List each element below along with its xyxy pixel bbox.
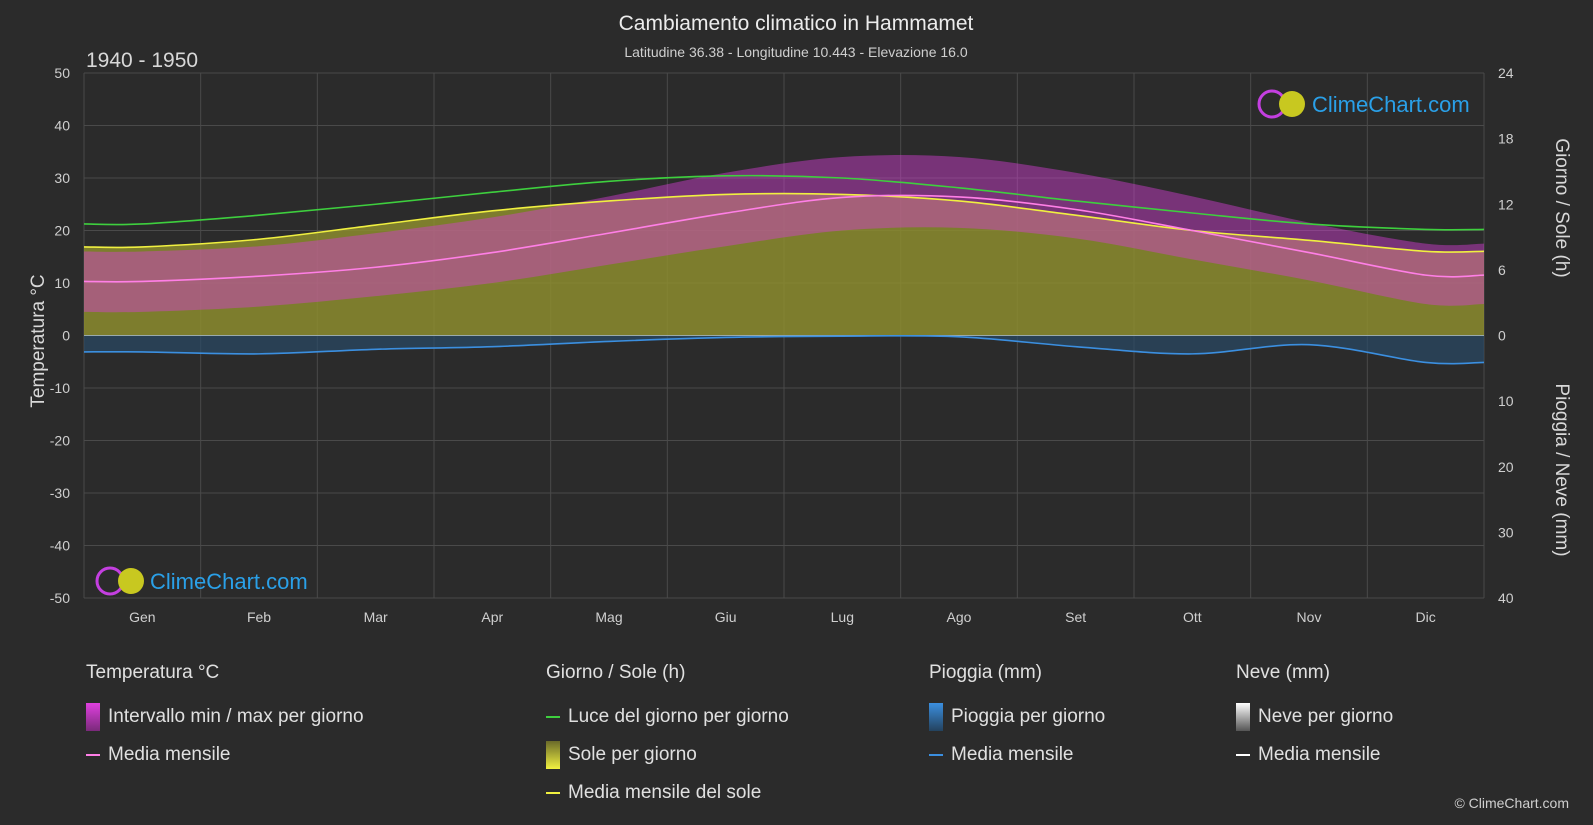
- legend-label: Luce del giorno per giorno: [568, 706, 789, 727]
- month-tick-label: Lug: [831, 609, 854, 625]
- left-axis: 50 40 30 20 10 0 -10 -20 -30 -40 -50: [50, 65, 70, 606]
- left-tick-label: 20: [54, 223, 70, 239]
- right-axis: 24 18 12 6 0 10 20 30 40: [1498, 65, 1514, 606]
- left-tick-label: -30: [50, 485, 70, 501]
- rain-area-path: [84, 335, 1484, 364]
- left-tick-label: 30: [54, 170, 70, 186]
- brand-text-bottom: ClimeChart.com: [150, 569, 308, 594]
- left-tick-label: -20: [50, 433, 70, 449]
- legend-label: Neve per giorno: [1258, 706, 1394, 727]
- logo-sun-icon: [118, 568, 144, 594]
- temp-mean-swatch: [86, 754, 100, 756]
- month-tick-label: Giu: [715, 609, 737, 625]
- legend-item-sunshine: Sole per giorno: [546, 736, 789, 774]
- month-tick-label: Mag: [595, 609, 622, 625]
- legend-title: Neve (mm): [1236, 662, 1330, 683]
- daylight-line: [83, 174, 1485, 231]
- left-tick-label: 40: [54, 118, 70, 134]
- right-tick-label-rain: 30: [1498, 524, 1514, 540]
- legend-item-daylight: Luce del giorno per giorno: [546, 698, 789, 736]
- right-tick-label-hours: 12: [1498, 196, 1514, 212]
- sunshine-area-path: [84, 193, 1484, 336]
- left-tick-label: -50: [50, 590, 70, 606]
- legend-item-sun-mean: Media mensile del sole: [546, 774, 789, 812]
- legend-label: Media mensile: [951, 744, 1074, 765]
- daylight-swatch: [546, 716, 560, 718]
- snow-mean-swatch: [1236, 754, 1250, 756]
- brand-text-top: ClimeChart.com: [1312, 92, 1470, 117]
- right-axis-label-sun: Giorno / Sole (h): [1551, 138, 1572, 277]
- month-tick-label: Nov: [1297, 609, 1322, 625]
- logo-sun-icon: [1279, 91, 1305, 117]
- copyright: © ClimeChart.com: [1454, 795, 1569, 811]
- left-tick-label: 10: [54, 275, 70, 291]
- sunshine-swatch: [546, 741, 560, 769]
- period-label: 1940 - 1950: [86, 49, 198, 72]
- snow-swatch: [1236, 703, 1250, 731]
- rain-mean-swatch: [929, 754, 943, 756]
- brand-logo-top: ClimeChart.com: [1257, 89, 1470, 119]
- legend-item-snow-day: Neve per giorno: [1236, 698, 1393, 736]
- legend-item-temp-mean: Media mensile: [86, 736, 364, 774]
- legend-item-snow-mean: Media mensile: [1236, 736, 1393, 774]
- rain-mean-line: [83, 334, 1485, 365]
- legend-label: Intervallo min / max per giorno: [108, 706, 364, 727]
- temp-range-swatch: [86, 703, 100, 731]
- x-axis: Gen Feb Mar Apr Mag Giu Lug Ago Set Ott Nov Dic: [129, 609, 1436, 625]
- right-tick-label-hours: 6: [1498, 262, 1506, 278]
- sunshine-area: [84, 193, 1484, 336]
- legend-title: Pioggia (mm): [929, 662, 1042, 683]
- left-tick-label: 50: [54, 65, 70, 81]
- legend-label: Sole per giorno: [568, 744, 697, 765]
- legend-label: Media mensile: [108, 744, 231, 765]
- right-tick-label-hours: 24: [1498, 65, 1514, 81]
- month-tick-label: Set: [1065, 609, 1086, 625]
- legend-sun: Giorno / Sole (h) Luce del giorno per gi…: [546, 662, 789, 812]
- right-tick-label-hours: 0: [1498, 328, 1506, 344]
- left-tick-label: -40: [50, 538, 70, 554]
- rain-swatch: [929, 703, 943, 731]
- right-tick-label-rain: 40: [1498, 590, 1514, 606]
- month-tick-label: Dic: [1416, 609, 1436, 625]
- legend-label: Media mensile del sole: [568, 782, 762, 803]
- right-tick-label-rain: 10: [1498, 393, 1514, 409]
- sun-mean-line: [83, 192, 1485, 253]
- right-axis-label-rain: Pioggia / Neve (mm): [1551, 383, 1572, 556]
- legend-rain: Pioggia (mm) Pioggia per giorno Media me…: [929, 662, 1105, 774]
- legend-item-temp-range: Intervallo min / max per giorno: [86, 698, 364, 736]
- rain-area: [84, 335, 1484, 364]
- legend-title: Giorno / Sole (h): [546, 662, 686, 683]
- chart-subtitle: Latitudine 36.38 - Longitudine 10.443 - …: [624, 44, 967, 60]
- left-axis-label: Temperatura °C: [28, 274, 49, 407]
- month-tick-label: Feb: [247, 609, 271, 625]
- chart-title: Cambiamento climatico in Hammamet: [619, 12, 974, 35]
- legend-temperature: Temperatura °C Intervallo min / max per …: [86, 662, 364, 774]
- left-tick-label: -10: [50, 380, 70, 396]
- right-tick-label-hours: 18: [1498, 131, 1514, 147]
- sun-mean-swatch: [546, 792, 560, 794]
- legend-title: Temperatura °C: [86, 662, 220, 683]
- month-tick-label: Ott: [1183, 609, 1202, 625]
- series-lines: [83, 174, 1485, 365]
- month-tick-label: Apr: [481, 609, 503, 625]
- temperature-range-band: [84, 155, 1484, 313]
- month-tick-label: Gen: [129, 609, 155, 625]
- temperature-range-area: [84, 155, 1484, 313]
- left-tick-label: 0: [62, 328, 70, 344]
- month-tick-label: Ago: [947, 609, 972, 625]
- legend-item-rain-day: Pioggia per giorno: [929, 698, 1105, 736]
- temperature-mean-line: [83, 194, 1485, 283]
- right-tick-label-rain: 20: [1498, 459, 1514, 475]
- month-tick-label: Mar: [364, 609, 388, 625]
- legend-item-rain-mean: Media mensile: [929, 736, 1105, 774]
- legend-snow: Neve (mm) Neve per giorno Media mensile: [1236, 662, 1393, 774]
- legend-label: Pioggia per giorno: [951, 706, 1106, 727]
- legend-label: Media mensile: [1258, 744, 1381, 765]
- brand-logo-bottom: ClimeChart.com: [95, 566, 308, 596]
